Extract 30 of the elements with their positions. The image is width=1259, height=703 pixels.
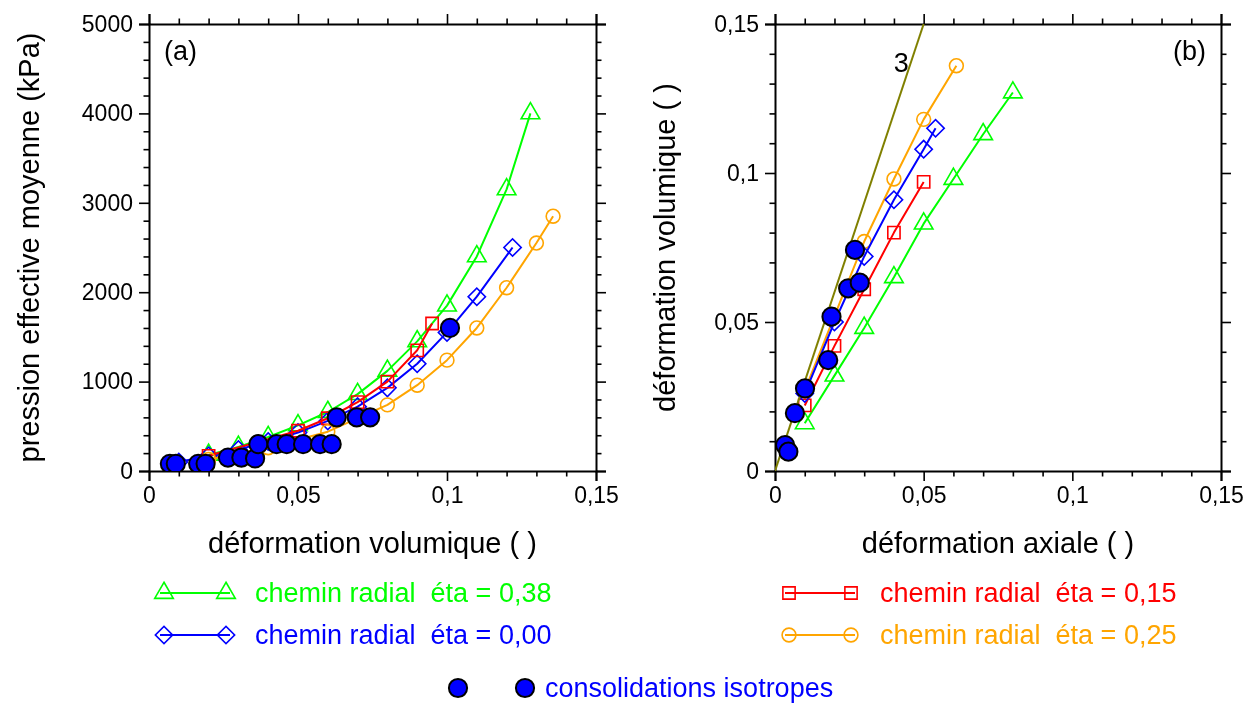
series-label: 3	[893, 48, 909, 78]
legend-label: consolidations isotropes	[545, 673, 834, 703]
y-tick-label: 5000	[81, 10, 133, 37]
legend-label: chemin radial éta = 0,38	[255, 578, 552, 608]
legend-label: chemin radial éta = 0,15	[880, 578, 1177, 608]
y-tick-label: 0	[120, 457, 133, 484]
x-axis-title: déformation volumique ( )	[208, 527, 537, 559]
x-tick-label: 0,05	[901, 482, 947, 509]
x-tick-label: 0	[143, 482, 156, 509]
legend-label: chemin radial éta = 0,00	[255, 620, 552, 650]
y-tick-label: 0,15	[714, 10, 759, 37]
annotation: (a)	[164, 36, 197, 66]
x-tick-label: 0,1	[1056, 482, 1089, 509]
y-tick-label: 0,1	[727, 159, 759, 186]
y-tick-label: 2000	[81, 279, 133, 306]
y-axis-title: déformation volumique ( )	[649, 83, 681, 412]
x-tick-label: 0,15	[574, 482, 619, 509]
y-tick-label: 1000	[81, 368, 133, 395]
y-axis-title: pression effective moyenne (kPa)	[13, 32, 45, 463]
annotation: (b)	[1173, 36, 1206, 66]
x-axis-title: déformation axiale ( )	[861, 527, 1135, 559]
y-tick-label: 0,05	[714, 308, 759, 335]
x-tick-label: 0,1	[431, 482, 464, 509]
y-tick-label: 3000	[81, 189, 133, 216]
y-tick-label: 0	[746, 457, 759, 484]
x-tick-label: 0,05	[276, 482, 321, 509]
legend-label: chemin radial éta = 0,25	[880, 620, 1177, 650]
y-tick-label: 4000	[81, 100, 133, 127]
x-tick-label: 0,15	[1199, 482, 1244, 509]
x-tick-label: 0	[769, 482, 782, 509]
